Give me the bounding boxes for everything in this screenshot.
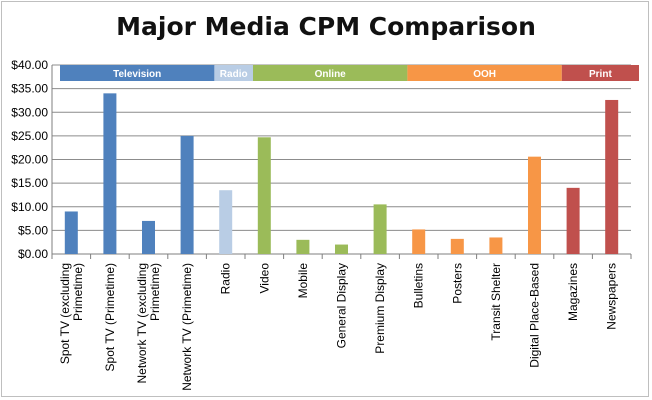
x-tick-label: Premium Display <box>373 263 387 354</box>
x-tick-label: Digital Place-Based <box>528 263 542 368</box>
bar <box>64 211 78 254</box>
group-band-label: Radio <box>220 69 248 80</box>
bar <box>257 137 271 254</box>
x-tick-label: Newspapers <box>605 263 619 330</box>
y-tick-label: $10.00 <box>11 200 48 214</box>
y-tick-label: $40.00 <box>11 58 48 72</box>
y-tick-label: $25.00 <box>11 129 48 143</box>
x-tick-label: Posters <box>450 263 464 304</box>
x-tick-label: Video <box>257 263 271 294</box>
y-tick-label: $15.00 <box>11 176 48 190</box>
chart-title: Major Media CPM Comparison <box>116 12 536 41</box>
group-band-label: Television <box>113 69 161 80</box>
group-band-print <box>561 65 639 81</box>
group-band-label: Print <box>589 69 612 80</box>
bar <box>335 244 348 254</box>
x-tick-label: Network TV (Primetime) <box>180 263 194 391</box>
x-tick-label: Spot TV (excludingPrimetime) <box>58 263 85 364</box>
bar <box>489 237 503 254</box>
group-band-television <box>60 65 215 81</box>
bar <box>605 99 619 254</box>
y-tick-label: $5.00 <box>18 223 48 237</box>
x-tick-label: Transit Shelter <box>489 263 503 341</box>
group-band-ooh <box>407 65 562 81</box>
y-tick-label: $20.00 <box>11 153 48 167</box>
y-tick-label: $0.00 <box>18 247 48 261</box>
bar <box>219 190 233 254</box>
group-band-label: Online <box>315 69 347 80</box>
x-tick-label: General Display <box>335 263 349 348</box>
bar <box>373 204 387 254</box>
bar <box>528 156 541 254</box>
x-tick-label: Network TV (excludingPrimetime) <box>135 263 162 384</box>
y-tick-label: $35.00 <box>11 82 48 96</box>
bar <box>180 135 194 254</box>
x-tick-label: Mobile <box>296 263 310 299</box>
x-tick-label: Spot TV (Primetime) <box>103 263 117 371</box>
x-tick-label: Magazines <box>566 263 580 321</box>
bar <box>450 238 464 254</box>
x-tick-label: Bulletins <box>412 263 426 308</box>
y-tick-label: $30.00 <box>11 105 48 119</box>
x-tick-label: Radio <box>219 263 233 295</box>
bar <box>103 93 117 254</box>
bar <box>412 229 426 254</box>
group-band-online <box>253 65 408 81</box>
bar <box>566 187 580 254</box>
bar <box>296 239 310 254</box>
bar <box>142 220 155 254</box>
group-band-label: OOH <box>473 69 496 80</box>
group-band-radio <box>214 65 253 81</box>
